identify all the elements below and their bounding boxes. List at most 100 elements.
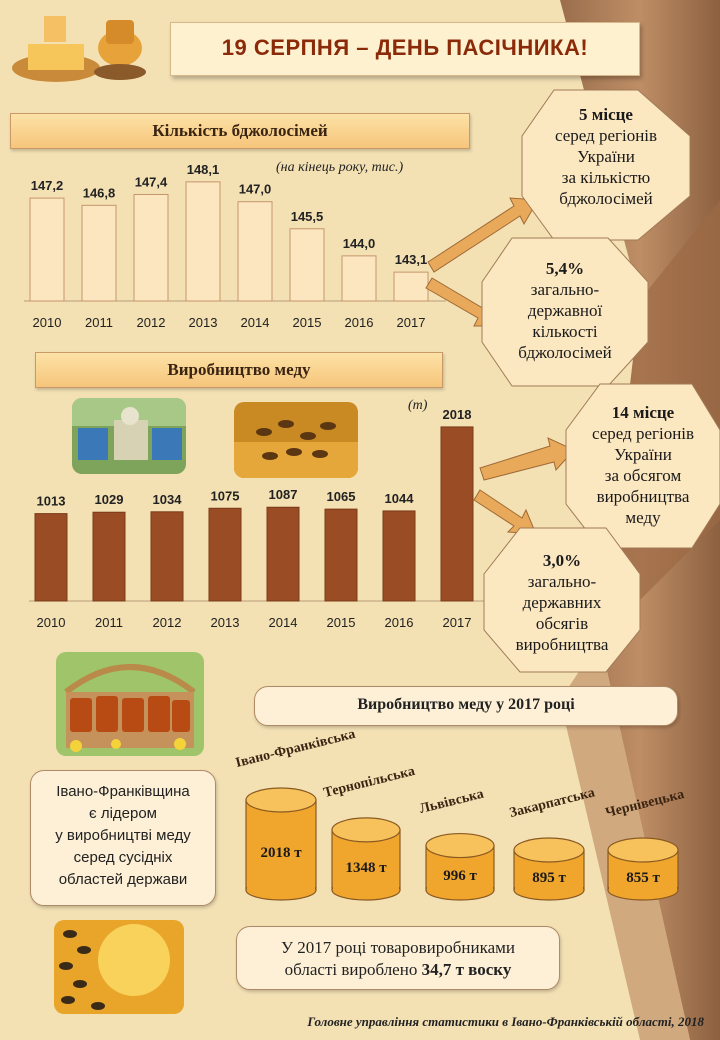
callout-line: меду — [625, 508, 661, 527]
bar-2013 — [185, 181, 221, 302]
honeycomb-bees-photo — [54, 920, 184, 1014]
data-label-2015: 1065 — [327, 489, 356, 504]
barrel-body — [245, 799, 317, 891]
colonies-heading: Кількість бджолосімей — [152, 121, 328, 140]
barrel-fill — [247, 878, 315, 890]
leader-line: у виробництві меду — [55, 827, 191, 844]
arrow-up-1 — [427, 197, 539, 273]
barrel-top — [607, 837, 679, 863]
barrel-Закарпатська: 895 т — [513, 837, 585, 901]
barrel-Івано-Франківська: 2018 т — [245, 787, 317, 901]
callout-line: України — [577, 147, 635, 166]
tick-label-2016: 2016 — [385, 615, 414, 630]
barrel-fill — [515, 878, 583, 890]
bar-2014 — [237, 201, 273, 302]
data-label-2010: 1013 — [37, 494, 66, 509]
octagon-honey-share — [483, 527, 641, 673]
tick-label-2012: 2012 — [153, 615, 182, 630]
tick-label-2011: 2011 — [85, 315, 113, 330]
callout-line: обсягів — [535, 614, 589, 633]
leader-line: серед сусідніх — [73, 849, 173, 866]
bar-2017 — [440, 426, 474, 602]
bar-2010 — [29, 197, 65, 302]
data-label-2012: 147,4 — [135, 174, 168, 189]
honey-photo-header — [8, 8, 158, 86]
bees-on-honeycomb-photo — [234, 402, 358, 478]
tick-label-2011: 2011 — [95, 615, 123, 630]
region-chart-heading: Виробництво меду у 2017 році — [357, 696, 575, 713]
region-chart: 2018 т 1348 т 996 т 895 т 855 т — [245, 787, 679, 901]
honey-unit-note: (т) — [408, 398, 428, 413]
barrel-value-label: 2018 т — [260, 845, 302, 861]
barrel-fill — [427, 878, 493, 890]
callout-line: загально- — [527, 572, 597, 591]
colonies-share-value: 5,4% — [545, 259, 585, 278]
source-note: Головне управління статистики в Івано-Фр… — [307, 1014, 704, 1029]
colonies-chart: 147,2 2010 146,8 2011 147,4 2012 148,1 2013 147,… — [24, 162, 446, 330]
wax-box: У 2017 році товаровиробниками області ви… — [236, 926, 560, 990]
bar-2017 — [393, 271, 429, 302]
page-title: 19 СЕРПНЯ – ДЕНЬ ПАСІЧНИКА! — [221, 35, 589, 60]
honey-jars-photo — [56, 652, 204, 756]
callout-line: загально- — [530, 280, 600, 299]
callout-line: державної — [527, 301, 603, 320]
honey-share-value: 3,0% — [542, 551, 582, 570]
wax-line-2-prefix: області вироблено — [284, 960, 422, 979]
bar-2016 — [341, 255, 377, 302]
leader-line: є лідером — [89, 805, 157, 822]
leader-line: областей держави — [58, 871, 188, 888]
data-label-2014: 147,0 — [239, 182, 272, 197]
honey-heading-box: Виробництво меду — [35, 352, 443, 388]
honey-rank-callout: 14 місце серед регіонів України за обсяг… — [566, 402, 720, 528]
tick-label-2017: 2017 — [397, 315, 426, 330]
data-label-2011: 146,8 — [83, 185, 116, 200]
callout-line: бджолосімей — [518, 343, 612, 362]
bar-2010 — [34, 513, 68, 602]
data-label-2016: 144,0 — [343, 236, 376, 251]
colonies-rank-value: 5 місце — [579, 105, 633, 124]
barrel-fill — [609, 878, 677, 890]
callout-line: виробництва — [596, 487, 690, 506]
callout-line: державних — [522, 593, 602, 612]
bar-2011 — [92, 511, 126, 602]
arrow-up-2 — [479, 437, 575, 481]
tick-label-2012: 2012 — [137, 315, 166, 330]
data-label-2012: 1034 — [153, 492, 183, 507]
barrel-value-label: 996 т — [443, 868, 477, 884]
leader-box: Івано-Франківщина є лідером у виробництв… — [30, 770, 216, 906]
tick-label-2013: 2013 — [211, 615, 240, 630]
tick-label-2010: 2010 — [37, 615, 66, 630]
tick-label-2016: 2016 — [345, 315, 374, 330]
callout-line: України — [614, 445, 672, 464]
bar-2015 — [289, 228, 325, 302]
beekeeper-photo — [72, 398, 186, 474]
colonies-rank-callout: 5 місце серед регіонів України за кількі… — [522, 104, 690, 209]
barrel-top — [331, 817, 401, 843]
wax-line-1: У 2017 році товаровиробниками — [280, 938, 516, 957]
data-label-2017: 143,1 — [395, 252, 428, 267]
honey-rank-value: 14 місце — [611, 403, 675, 422]
barrel-Львівська: 996 т — [425, 832, 495, 901]
octagon-honey-rank — [565, 383, 720, 549]
data-label-2016: 1044 — [385, 491, 415, 506]
colonies-unit-note: (на кінець року, тис.) — [276, 160, 404, 175]
wax-value: 34,7 т воску — [421, 960, 512, 979]
callout-line: кількості — [532, 322, 598, 341]
tick-label-2014: 2014 — [269, 615, 298, 630]
barrel-Чернівецька: 855 т — [607, 837, 679, 901]
data-label-2017: 2018 — [443, 407, 472, 422]
tick-label-2014: 2014 — [241, 315, 270, 330]
data-label-2013: 148,1 — [187, 162, 220, 177]
region-chart-heading-box: Виробництво меду у 2017 році — [254, 686, 678, 726]
tick-label-2017: 2017 — [443, 615, 472, 630]
tick-label-2015: 2015 — [327, 615, 356, 630]
tick-label-2015: 2015 — [293, 315, 322, 330]
callout-line: серед регіонів — [591, 424, 695, 443]
colonies-heading-box: Кількість бджолосімей — [10, 113, 470, 149]
title-box: 19 СЕРПНЯ – ДЕНЬ ПАСІЧНИКА! — [170, 22, 640, 76]
bar-2014 — [266, 506, 300, 602]
leader-line: Івано-Франківщина — [56, 783, 190, 800]
callout-line: виробництва — [515, 635, 609, 654]
callout-line: за кількістю — [561, 168, 651, 187]
